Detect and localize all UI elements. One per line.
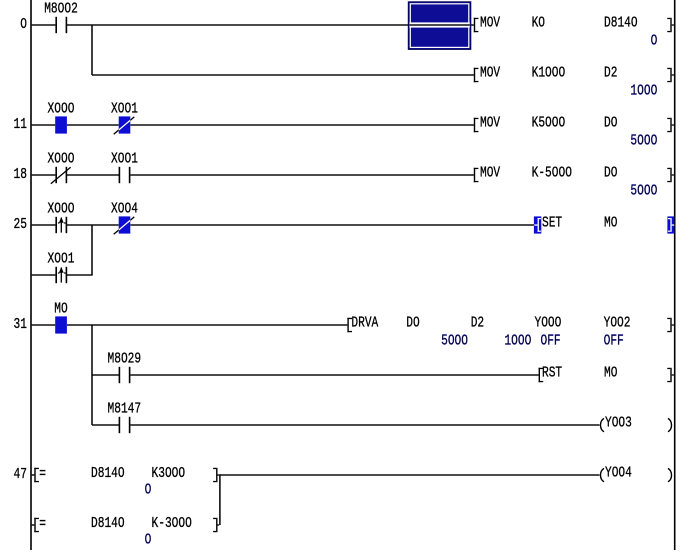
svg-text:YOO3: YOO3 [605, 415, 632, 432]
svg-text:XOO1: XOO1 [111, 151, 138, 168]
svg-text:XOOO: XOOO [48, 151, 75, 168]
svg-text:5OOO: 5OOO [630, 132, 657, 149]
svg-text:M8O29: M8O29 [108, 351, 142, 368]
svg-text:O: O [145, 531, 152, 548]
svg-text:YOO4: YOO4 [605, 465, 632, 482]
svg-text:M8147: M8147 [108, 401, 142, 418]
svg-text:YOOO: YOOO [535, 315, 562, 332]
svg-text:MO: MO [604, 365, 617, 382]
svg-text:O: O [651, 32, 658, 49]
svg-text:O: O [145, 481, 152, 498]
svg-text:OFF: OFF [541, 332, 561, 349]
svg-text:=: = [39, 465, 46, 482]
svg-text:=: = [39, 515, 46, 532]
svg-text:XOOO: XOOO [48, 101, 75, 118]
svg-text:1OOO: 1OOO [504, 332, 531, 349]
svg-text:K1OOO: K1OOO [532, 65, 566, 82]
svg-text:31: 31 [14, 316, 27, 333]
svg-text:XOOO: XOOO [48, 201, 75, 218]
svg-text:1OOO: 1OOO [630, 83, 657, 100]
svg-text:M8OO2: M8OO2 [44, 1, 78, 18]
svg-text:5OOO: 5OOO [441, 332, 468, 349]
svg-text:DO: DO [406, 315, 419, 332]
svg-text:K5OOO: K5OOO [532, 115, 566, 132]
svg-text:XOO1: XOO1 [48, 251, 75, 268]
svg-text:XOO4: XOO4 [111, 201, 138, 218]
svg-text:MOV: MOV [480, 115, 500, 132]
svg-text:D2: D2 [604, 65, 617, 82]
svg-text:KO: KO [532, 15, 545, 32]
svg-text:MO: MO [604, 215, 617, 232]
svg-text:YOO2: YOO2 [604, 315, 631, 332]
svg-text:SET: SET [542, 215, 562, 232]
svg-text:5OOO: 5OOO [630, 182, 657, 199]
svg-text:MOV: MOV [480, 165, 500, 182]
svg-text:25: 25 [14, 216, 27, 233]
svg-text:47: 47 [14, 466, 27, 483]
svg-text:D814O: D814O [91, 465, 125, 482]
svg-text:K-3OOO: K-3OOO [152, 515, 192, 532]
svg-text:D814O: D814O [604, 15, 638, 32]
svg-text:11: 11 [14, 116, 27, 133]
svg-text:K-5OOO: K-5OOO [532, 165, 572, 182]
svg-text:DO: DO [604, 165, 617, 182]
svg-text:MOV: MOV [480, 65, 500, 82]
svg-text:D2: D2 [471, 315, 484, 332]
svg-text:O: O [20, 16, 27, 33]
svg-text:MO: MO [54, 301, 67, 318]
svg-text:OFF: OFF [604, 332, 624, 349]
svg-text:D814O: D814O [91, 515, 125, 532]
svg-text:RST: RST [542, 365, 562, 382]
svg-text:DO: DO [604, 115, 617, 132]
svg-text:MOV: MOV [480, 15, 500, 32]
svg-text:K3OOO: K3OOO [152, 465, 186, 482]
svg-text:XOO1: XOO1 [111, 101, 138, 118]
svg-text:DRVA: DRVA [351, 315, 378, 332]
svg-text:18: 18 [14, 166, 27, 183]
